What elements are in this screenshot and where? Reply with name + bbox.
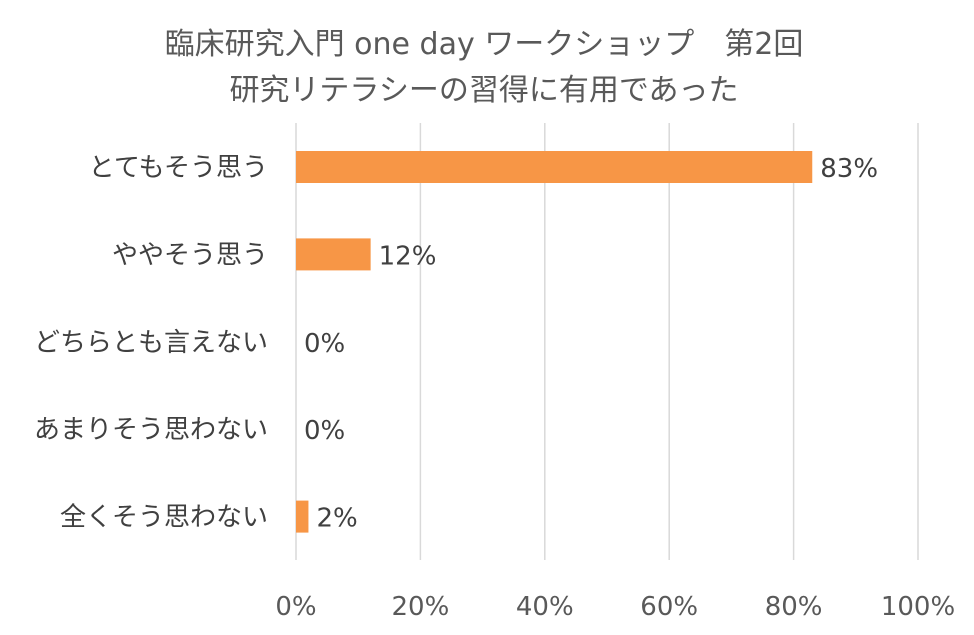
category-label-4: 全くそう思わない (60, 503, 268, 533)
bar-0 (296, 151, 813, 183)
category-label-2: どちらとも言えない (34, 328, 268, 358)
data-label-4: 2% (316, 504, 357, 534)
category-label-0: とてもそう思う (89, 153, 268, 183)
gridlines (295, 123, 919, 560)
category-label-3: あまりそう思わない (34, 415, 268, 445)
bars (296, 151, 813, 533)
chart-title-line-2: 研究リテラシーの習得に有用であった (229, 73, 738, 108)
data-label-0: 83% (820, 154, 878, 184)
chart-title-line-1: 臨床研究入門 one day ワークショップ 第2回 (165, 27, 804, 62)
category-label-1: ややそう思う (112, 240, 268, 270)
chart-title: 臨床研究入門 one day ワークショップ 第2回 研究リテラシーの習得に有用… (165, 27, 804, 108)
x-tick-label-3: 60% (640, 592, 698, 622)
data-labels: 83% 12% 0% 0% 2% (304, 154, 878, 534)
x-tick-label-0: 0% (275, 592, 316, 622)
data-label-3: 0% (304, 416, 345, 446)
x-tick-label-5: 100% (881, 592, 955, 622)
x-tick-label-1: 20% (392, 592, 450, 622)
bar-4 (296, 500, 309, 533)
bar-1 (296, 238, 371, 271)
data-label-1: 12% (379, 241, 437, 271)
x-tick-label-4: 80% (765, 592, 823, 622)
data-label-2: 0% (304, 329, 345, 359)
x-axis-tick-labels: 0% 20% 40% 60% 80% 100% (275, 592, 955, 622)
x-tick-label-2: 40% (516, 592, 574, 622)
